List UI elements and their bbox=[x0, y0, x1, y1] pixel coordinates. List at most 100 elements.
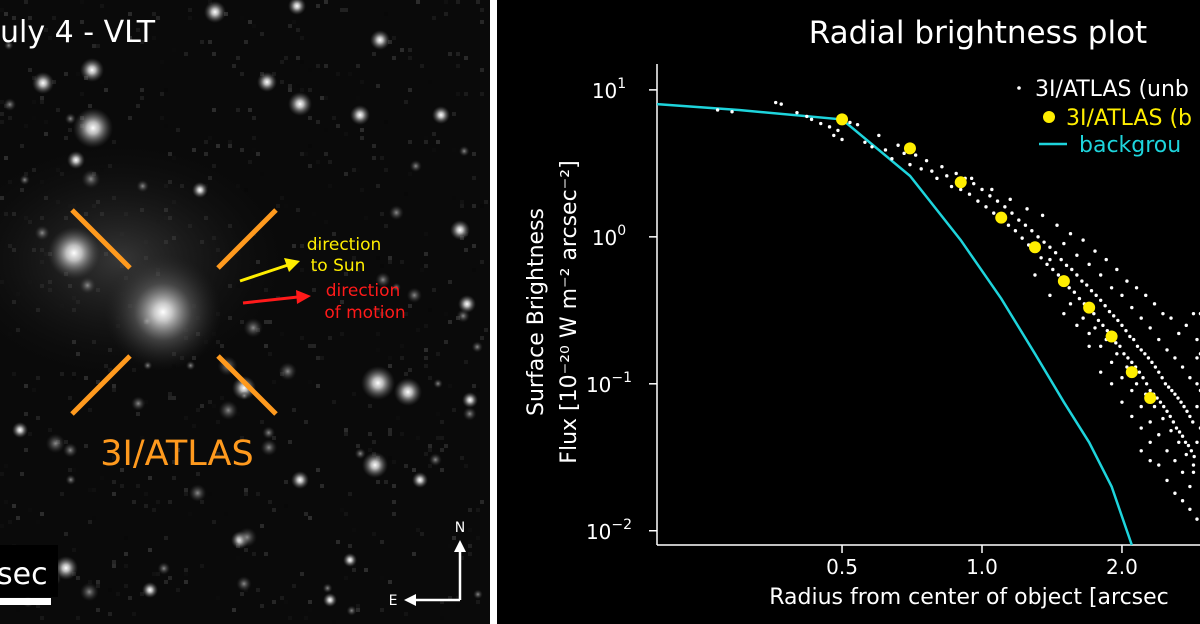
star bbox=[204, 1, 226, 23]
noise-pixel bbox=[172, 48, 176, 52]
noise-pixel bbox=[324, 64, 328, 68]
faint-star bbox=[322, 583, 333, 594]
noise-pixel bbox=[0, 472, 4, 476]
noise-pixel bbox=[96, 580, 100, 584]
noise-pixel bbox=[60, 492, 64, 496]
noise-pixel bbox=[340, 8, 344, 12]
faint-star bbox=[62, 442, 78, 458]
noise-pixel bbox=[324, 0, 328, 4]
unbinned-data-point bbox=[1179, 400, 1183, 404]
noise-pixel bbox=[68, 128, 72, 132]
noise-pixel bbox=[224, 512, 228, 516]
unbinned-data-point bbox=[1144, 382, 1149, 386]
noise-pixel bbox=[448, 384, 452, 388]
noise-pixel bbox=[428, 376, 432, 380]
marker-tick-bottom-right bbox=[216, 354, 278, 416]
noise-pixel bbox=[440, 600, 444, 604]
unbinned-data-point bbox=[1003, 205, 1007, 209]
y-tick-label: 101 bbox=[592, 76, 626, 103]
noise-pixel bbox=[320, 484, 324, 488]
noise-pixel bbox=[320, 96, 324, 100]
compass-east-arrowhead-icon bbox=[404, 594, 416, 606]
noise-pixel bbox=[232, 608, 236, 612]
noise-pixel bbox=[376, 184, 380, 188]
noise-pixel bbox=[444, 312, 448, 316]
noise-pixel bbox=[148, 476, 152, 480]
noise-pixel bbox=[344, 172, 348, 176]
noise-pixel bbox=[164, 88, 168, 92]
noise-pixel bbox=[424, 364, 428, 368]
noise-pixel bbox=[352, 168, 356, 172]
unbinned-data-point bbox=[1115, 267, 1119, 272]
faint-star bbox=[433, 378, 443, 389]
star bbox=[450, 220, 470, 240]
noise-pixel bbox=[452, 196, 456, 200]
unbinned-data-point bbox=[959, 187, 963, 192]
noise-pixel bbox=[452, 112, 456, 116]
chart-title: Radial brightness plot bbox=[809, 15, 1147, 51]
faint-star bbox=[34, 225, 50, 241]
noise-pixel bbox=[124, 536, 128, 540]
noise-pixel bbox=[372, 440, 376, 444]
noise-pixel bbox=[372, 144, 376, 148]
noise-pixel bbox=[204, 152, 208, 156]
noise-pixel bbox=[316, 244, 320, 248]
noise-pixel bbox=[480, 8, 484, 12]
noise-pixel bbox=[116, 592, 120, 596]
noise-pixel bbox=[440, 468, 444, 472]
unbinned-data-point bbox=[863, 140, 867, 144]
unbinned-data-point bbox=[1180, 365, 1185, 369]
unbinned-data-point bbox=[1098, 344, 1103, 348]
noise-pixel bbox=[84, 376, 88, 380]
noise-pixel bbox=[472, 152, 476, 156]
unbinned-data-point bbox=[1092, 311, 1096, 316]
star bbox=[370, 30, 390, 50]
noise-pixel bbox=[200, 40, 204, 44]
noise-pixel bbox=[64, 532, 68, 536]
compass-n-label: N bbox=[455, 520, 465, 536]
star bbox=[323, 593, 337, 607]
noise-pixel bbox=[388, 356, 392, 360]
scale-label-background bbox=[0, 545, 58, 597]
noise-pixel bbox=[264, 344, 268, 348]
noise-pixel bbox=[152, 508, 156, 512]
faint-star bbox=[131, 396, 146, 411]
noise-pixel bbox=[324, 220, 328, 224]
noise-pixel bbox=[20, 144, 24, 148]
unbinned-data-point bbox=[840, 137, 844, 142]
unbinned-data-point bbox=[1053, 250, 1058, 255]
faint-star bbox=[237, 527, 257, 548]
noise-pixel bbox=[296, 84, 300, 88]
noise-pixel bbox=[480, 68, 484, 72]
noise-pixel bbox=[24, 384, 28, 388]
unbinned-data-point bbox=[730, 110, 734, 114]
noise-pixel bbox=[380, 156, 384, 160]
noise-pixel bbox=[140, 88, 144, 92]
noise-pixel bbox=[292, 584, 296, 588]
unbinned-data-point bbox=[1120, 323, 1124, 328]
noise-pixel bbox=[108, 612, 112, 616]
noise-pixel bbox=[96, 608, 100, 612]
unbinned-data-point bbox=[1115, 352, 1119, 356]
unbinned-data-point bbox=[1135, 344, 1140, 348]
noise-pixel bbox=[464, 360, 468, 364]
noise-pixel bbox=[24, 412, 28, 416]
unbinned-data-point bbox=[1070, 267, 1074, 272]
panel-title: uly 4 - VLT bbox=[0, 15, 156, 50]
noise-pixel bbox=[112, 492, 116, 496]
legend: 3I/ATLAS (unb 3I/ATLAS (b backgrou bbox=[1017, 77, 1192, 158]
faint-star bbox=[236, 576, 252, 592]
noise-pixel bbox=[308, 516, 312, 520]
noise-pixel bbox=[112, 384, 116, 388]
noise-pixel bbox=[440, 436, 444, 440]
noise-pixel bbox=[124, 584, 128, 588]
noise-pixel bbox=[208, 0, 212, 4]
noise-pixel bbox=[240, 592, 244, 596]
noise-pixel bbox=[424, 324, 428, 328]
faint-star bbox=[240, 391, 249, 400]
noise-pixel bbox=[384, 120, 388, 124]
unbinned-data-point bbox=[1033, 273, 1037, 277]
noise-pixel bbox=[412, 552, 416, 556]
unbinned-data-point bbox=[1103, 303, 1107, 308]
noise-pixel bbox=[84, 444, 88, 448]
